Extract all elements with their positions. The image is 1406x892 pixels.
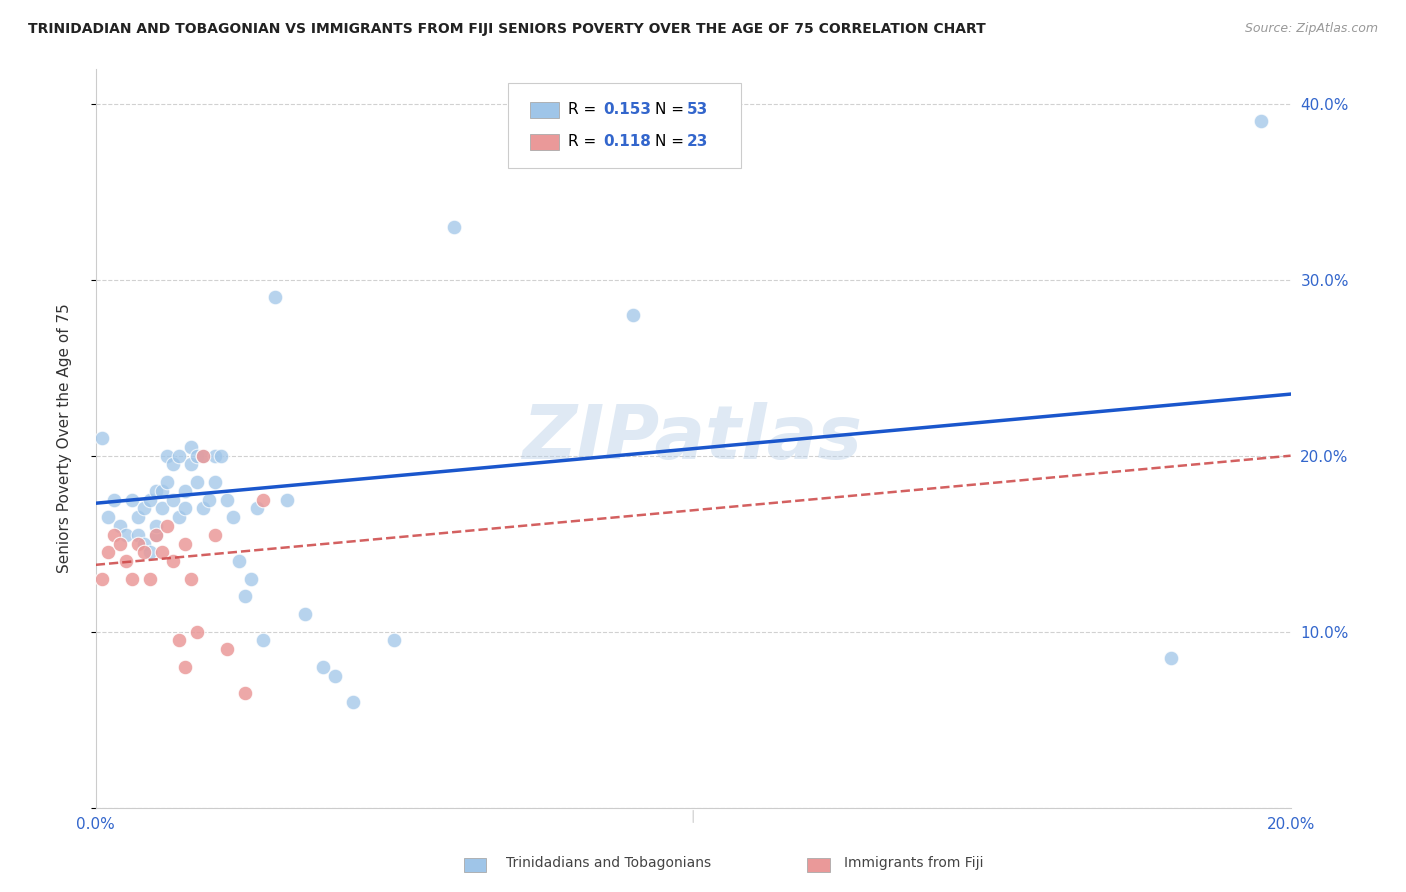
Point	[138, 545, 160, 559]
Point	[156, 475, 179, 489]
Point	[138, 572, 160, 586]
Point	[90, 572, 112, 586]
Point	[132, 501, 155, 516]
Point	[384, 633, 406, 648]
Point	[233, 590, 256, 604]
Point	[323, 668, 346, 682]
Point	[186, 475, 208, 489]
Text: R =: R =	[568, 134, 600, 149]
Point	[150, 483, 173, 498]
Point	[114, 554, 136, 568]
Point	[252, 633, 274, 648]
Point	[246, 501, 269, 516]
Point	[623, 308, 645, 322]
Point	[252, 492, 274, 507]
Point	[443, 219, 465, 234]
Text: Trinidadians and Tobagonians: Trinidadians and Tobagonians	[506, 856, 711, 870]
Point	[169, 510, 191, 524]
Point	[180, 458, 202, 472]
Text: Immigrants from Fiji: Immigrants from Fiji	[844, 856, 983, 870]
Text: Source: ZipAtlas.com: Source: ZipAtlas.com	[1244, 22, 1378, 36]
Point	[121, 572, 143, 586]
Point	[217, 492, 239, 507]
Point	[198, 492, 221, 507]
Text: 0.153: 0.153	[603, 103, 651, 118]
Text: R =: R =	[568, 103, 600, 118]
Point	[103, 492, 125, 507]
Text: 53: 53	[688, 103, 709, 118]
Point	[180, 440, 202, 454]
Point	[114, 528, 136, 542]
FancyBboxPatch shape	[508, 83, 741, 169]
Point	[169, 633, 191, 648]
Point	[217, 642, 239, 657]
Point	[156, 519, 179, 533]
Text: ZIPatlas: ZIPatlas	[523, 401, 863, 475]
Point	[97, 545, 120, 559]
Point	[90, 431, 112, 445]
Point	[132, 537, 155, 551]
Point	[127, 528, 149, 542]
Point	[156, 449, 179, 463]
Point	[276, 492, 298, 507]
Point	[312, 660, 335, 674]
Point	[121, 492, 143, 507]
Point	[240, 572, 263, 586]
Point	[204, 475, 226, 489]
Point	[204, 528, 226, 542]
Point	[174, 501, 197, 516]
Point	[108, 519, 131, 533]
Point	[342, 695, 364, 709]
Point	[150, 501, 173, 516]
Point	[228, 554, 250, 568]
Point	[108, 537, 131, 551]
Point	[264, 290, 287, 304]
Point	[132, 545, 155, 559]
Point	[145, 483, 167, 498]
Text: N =: N =	[655, 134, 689, 149]
Point	[233, 686, 256, 700]
Point	[174, 483, 197, 498]
Point	[127, 537, 149, 551]
Point	[186, 449, 208, 463]
Point	[209, 449, 232, 463]
Point	[97, 510, 120, 524]
Point	[222, 510, 245, 524]
Point	[1160, 651, 1182, 665]
Point	[162, 492, 184, 507]
Point	[127, 510, 149, 524]
Point	[180, 572, 202, 586]
Text: TRINIDADIAN AND TOBAGONIAN VS IMMIGRANTS FROM FIJI SENIORS POVERTY OVER THE AGE : TRINIDADIAN AND TOBAGONIAN VS IMMIGRANTS…	[28, 22, 986, 37]
Point	[1250, 114, 1272, 128]
Point	[193, 449, 215, 463]
Point	[145, 528, 167, 542]
Point	[193, 449, 215, 463]
Point	[138, 492, 160, 507]
Point	[162, 458, 184, 472]
Point	[174, 660, 197, 674]
Point	[186, 624, 208, 639]
Point	[169, 449, 191, 463]
Point	[145, 528, 167, 542]
Y-axis label: Seniors Poverty Over the Age of 75: Seniors Poverty Over the Age of 75	[58, 303, 72, 573]
Point	[150, 545, 173, 559]
Point	[145, 519, 167, 533]
Point	[103, 528, 125, 542]
FancyBboxPatch shape	[530, 134, 560, 150]
Point	[193, 501, 215, 516]
Point	[294, 607, 316, 621]
Text: 0.118: 0.118	[603, 134, 651, 149]
Point	[174, 537, 197, 551]
Text: N =: N =	[655, 103, 689, 118]
Point	[204, 449, 226, 463]
FancyBboxPatch shape	[530, 102, 560, 118]
Point	[162, 554, 184, 568]
Text: 23: 23	[688, 134, 709, 149]
